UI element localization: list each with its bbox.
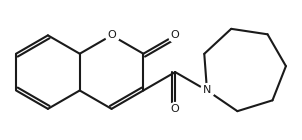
Text: O: O: [171, 104, 180, 114]
Text: N: N: [203, 85, 211, 95]
Text: O: O: [107, 30, 116, 40]
Text: O: O: [171, 30, 180, 40]
